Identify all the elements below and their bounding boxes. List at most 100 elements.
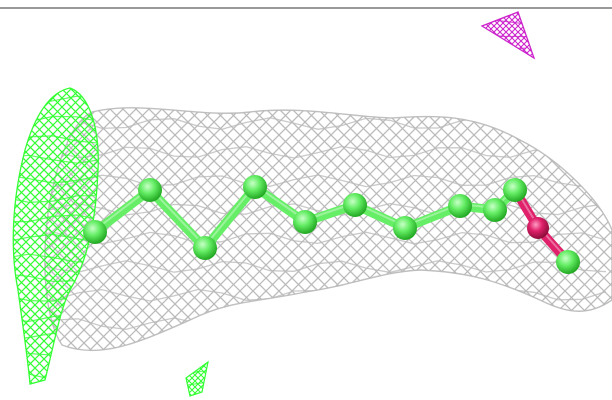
mesh-line bbox=[292, 358, 332, 398]
mesh-line bbox=[13, 88, 99, 384]
mesh-line bbox=[268, 358, 308, 398]
mesh-line bbox=[416, 8, 470, 62]
mesh-line bbox=[13, 88, 99, 384]
mesh-line bbox=[485, 107, 612, 351]
mesh-line bbox=[602, 8, 612, 62]
mesh-strand bbox=[44, 145, 607, 159]
mesh-strand bbox=[13, 352, 99, 362]
oxygen-atom[interactable] bbox=[527, 217, 549, 239]
carbon-atom[interactable] bbox=[448, 194, 472, 218]
mesh-strand bbox=[44, 231, 607, 245]
mesh-strand bbox=[186, 381, 207, 387]
mesh-line bbox=[416, 8, 470, 62]
mesh-line bbox=[262, 358, 302, 398]
mesh-strand bbox=[13, 233, 99, 243]
mesh-line bbox=[13, 88, 99, 384]
mesh-line bbox=[13, 88, 99, 384]
mesh-line bbox=[322, 358, 362, 398]
mesh-line bbox=[44, 107, 164, 351]
mesh-line bbox=[449, 80, 612, 395]
mesh-line bbox=[0, 80, 8, 395]
carbon-atom[interactable] bbox=[293, 210, 317, 234]
mesh-line bbox=[482, 12, 489, 58]
mesh-line bbox=[13, 88, 99, 384]
mesh-line bbox=[142, 358, 182, 398]
mesh-line bbox=[482, 12, 501, 58]
mesh-strand bbox=[13, 195, 99, 204]
mesh-line bbox=[560, 8, 612, 62]
carbon-atom[interactable] bbox=[556, 250, 580, 274]
mesh-line bbox=[186, 362, 207, 396]
mesh-strand bbox=[186, 394, 207, 396]
carbon-atom[interactable] bbox=[138, 178, 162, 202]
carbon-atom[interactable] bbox=[343, 193, 367, 217]
mesh-line bbox=[482, 12, 519, 58]
carbon-atom[interactable] bbox=[193, 236, 217, 260]
electron-density-outline bbox=[44, 107, 612, 352]
mesh-line bbox=[215, 80, 530, 395]
mesh-strand bbox=[13, 174, 99, 184]
mesh-line bbox=[13, 88, 99, 384]
mesh-line bbox=[16, 88, 99, 384]
mesh-line bbox=[97, 88, 99, 384]
mesh-line bbox=[482, 12, 495, 58]
mesh-line bbox=[142, 358, 182, 398]
mesh-line bbox=[542, 8, 596, 62]
mesh-line bbox=[88, 88, 99, 384]
mesh-line bbox=[214, 358, 254, 398]
mesh-line bbox=[537, 107, 612, 351]
mesh-line bbox=[44, 107, 151, 351]
mesh-line bbox=[220, 358, 260, 398]
small-difference-map-fragment-outline bbox=[185, 360, 209, 397]
mesh-line bbox=[482, 12, 495, 58]
mesh-line bbox=[186, 362, 208, 396]
mesh-line bbox=[88, 88, 99, 384]
mesh-line bbox=[566, 8, 612, 62]
mesh-line bbox=[482, 12, 507, 58]
mesh-line bbox=[44, 107, 112, 351]
mesh-line bbox=[207, 362, 208, 396]
mesh-line bbox=[536, 8, 590, 62]
mesh-line bbox=[250, 358, 290, 398]
mesh-line bbox=[244, 358, 284, 398]
mesh-line bbox=[197, 80, 512, 395]
negative-difference-map-outline bbox=[480, 11, 536, 60]
mesh-line bbox=[13, 88, 99, 384]
carbon-atom[interactable] bbox=[393, 216, 417, 240]
mesh-line bbox=[44, 107, 125, 351]
mesh-line bbox=[482, 12, 483, 58]
mesh-line bbox=[381, 107, 612, 351]
mesh-line bbox=[557, 80, 612, 395]
mesh-line bbox=[44, 107, 138, 351]
mesh-line bbox=[130, 358, 170, 398]
mesh-line bbox=[578, 8, 612, 62]
mesh-line bbox=[189, 362, 208, 396]
carbon-atom[interactable] bbox=[503, 178, 527, 202]
carbon-atom[interactable] bbox=[83, 220, 107, 244]
mesh-line bbox=[422, 80, 612, 395]
mesh-line bbox=[197, 80, 512, 395]
ligand-model[interactable] bbox=[83, 175, 580, 274]
carbon-atom[interactable] bbox=[243, 175, 267, 199]
mesh-line bbox=[13, 88, 18, 384]
mesh-line bbox=[186, 362, 195, 396]
mesh-line bbox=[485, 107, 612, 351]
mesh-line bbox=[136, 358, 176, 398]
mesh-line bbox=[304, 358, 344, 398]
mesh-line bbox=[572, 8, 612, 62]
mesh-line bbox=[186, 362, 189, 396]
mesh-line bbox=[244, 358, 284, 398]
mesh-line bbox=[13, 88, 99, 384]
mesh-strand bbox=[44, 117, 607, 130]
mesh-line bbox=[422, 8, 476, 62]
mesh-line bbox=[560, 8, 612, 62]
mesh-line bbox=[186, 362, 189, 396]
negative-difference-map-mesh bbox=[416, 8, 612, 62]
mesh-line bbox=[25, 88, 99, 384]
carbon-atom[interactable] bbox=[483, 198, 507, 222]
mesh-line bbox=[97, 88, 99, 384]
mesh-line bbox=[13, 88, 99, 384]
mesh-line bbox=[13, 88, 99, 384]
